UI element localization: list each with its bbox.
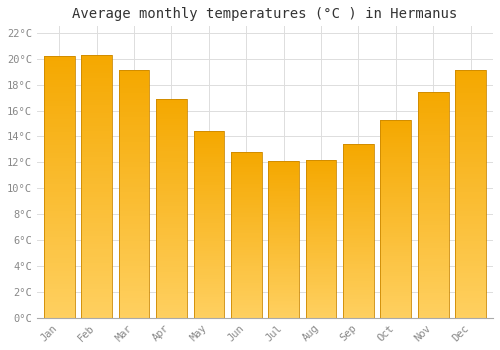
Title: Average monthly temperatures (°C ) in Hermanus: Average monthly temperatures (°C ) in He… [72, 7, 458, 21]
